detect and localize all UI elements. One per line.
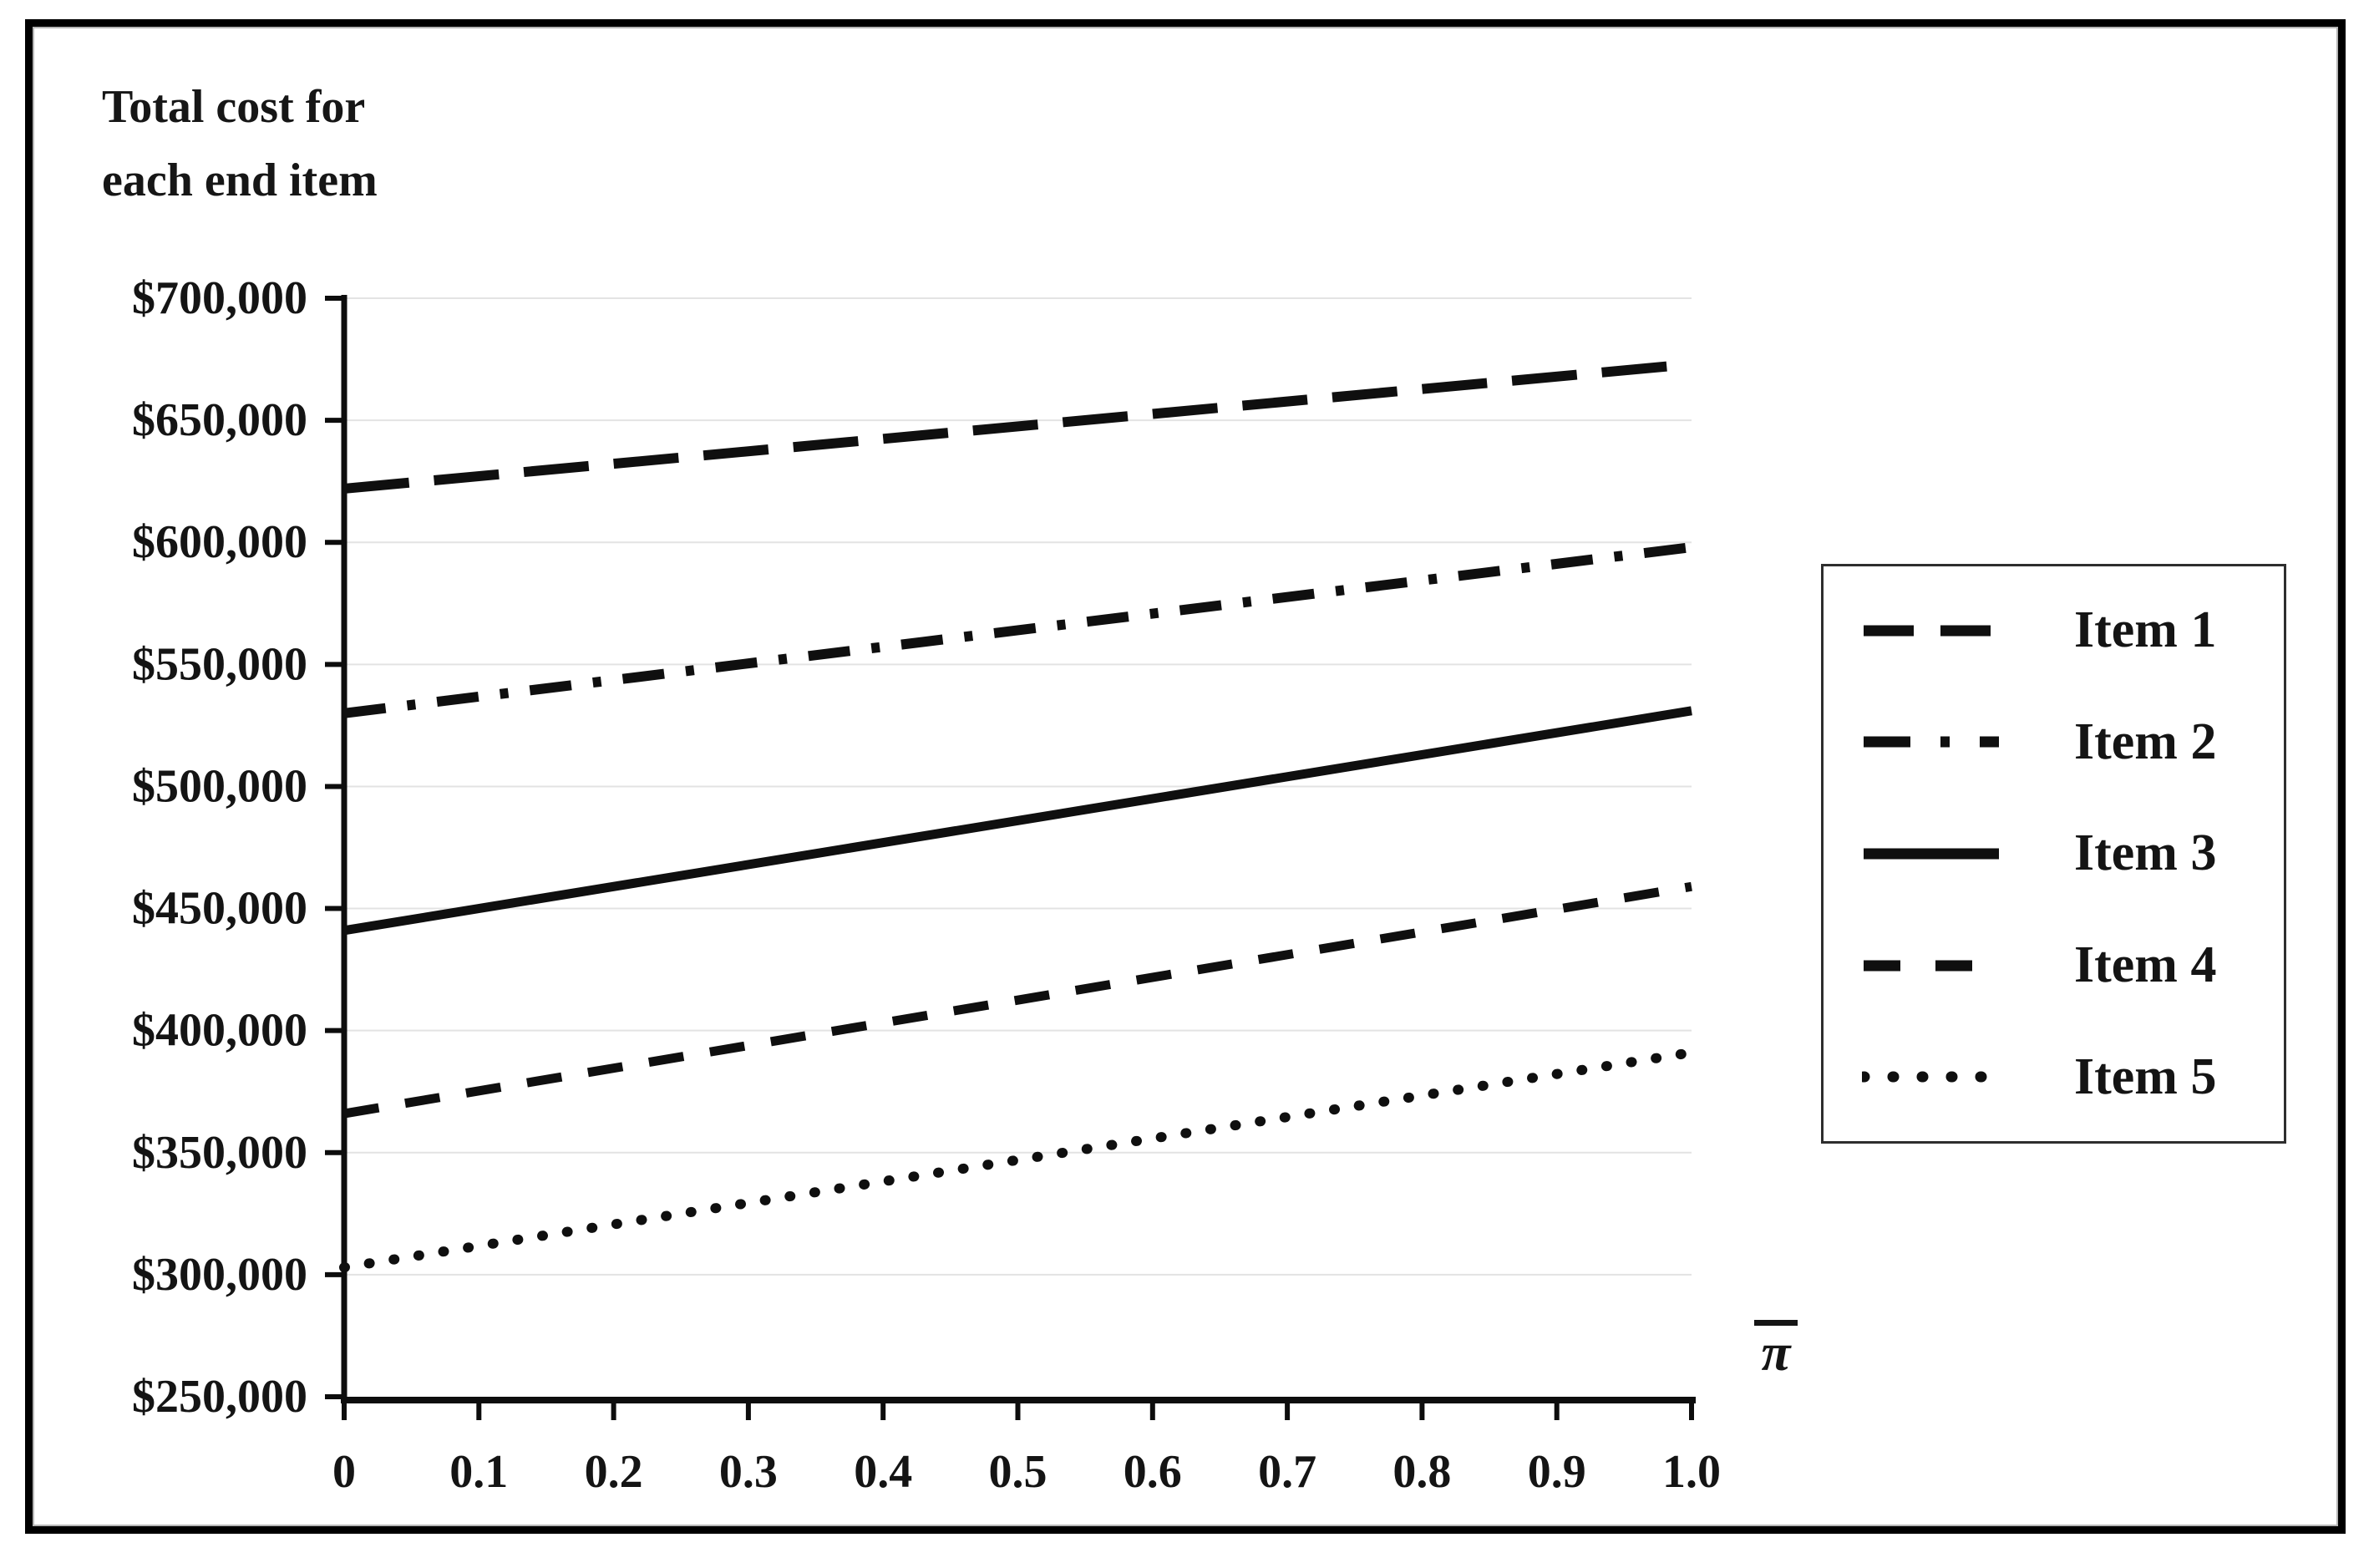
legend-item-label: Item 5 [2074,1048,2217,1105]
series-line-item-4 [343,881,1692,1119]
x-tick-label: 0.5 [989,1446,1048,1498]
legend-item-item-4: Item 4 [1824,936,2284,995]
x-tick-label: 0.9 [1528,1446,1586,1498]
series-line-item-2 [343,542,1692,718]
legend-line-sample [1864,848,1999,860]
y-tick-label: $550,000 [132,638,307,690]
legend-item-item-1: Item 1 [1824,601,2284,660]
x-tick-label: 0.6 [1124,1446,1182,1498]
legend-line-sample [1862,1071,2001,1083]
legend-item-item-3: Item 3 [1824,824,2284,883]
y-tick-label: $400,000 [132,1005,307,1057]
y-tick-label: $600,000 [132,516,307,568]
legend-item-label: Item 4 [2074,936,2217,994]
x-tick-label: 0.8 [1392,1446,1451,1498]
y-tick-label: $650,000 [132,394,307,446]
series-line-item-5 [339,1047,1697,1273]
y-tick-label: $350,000 [132,1127,307,1179]
x-axis-label-pi-bar: π [1751,1320,1801,1382]
series-line-item-3 [343,706,1692,936]
chart-title-line1: Total cost for [102,81,366,133]
x-tick-label: 0.4 [854,1446,912,1498]
x-tick-label: 0.3 [719,1446,778,1498]
x-tick-label: 0 [332,1446,356,1498]
y-tick-label: $300,000 [132,1249,307,1301]
chart-legend: Item 1 Item 2 Item 3 Item 4 Item 5 [1821,564,2286,1144]
legend-item-item-2: Item 2 [1824,713,2284,772]
legend-line-sample [1864,736,1999,748]
x-tick-label: 0.1 [449,1446,508,1498]
legend-item-item-5: Item 5 [1824,1048,2284,1107]
page-border [25,19,2346,1534]
y-tick-label: $700,000 [132,272,307,324]
x-tick-label: 1.0 [1662,1446,1721,1498]
chart-title-line2: each end item [102,155,378,206]
legend-item-label: Item 2 [2074,713,2217,770]
y-tick-label: $250,000 [132,1371,307,1423]
pi-overline [1754,1320,1798,1326]
series-line-item-1 [343,358,1692,494]
x-tick-label: 0.7 [1258,1446,1316,1498]
pi-symbol: π [1761,1322,1791,1382]
chart-title: Total cost for each end item [102,70,378,217]
y-tick-label: $500,000 [132,760,307,812]
x-tick-label: 0.2 [585,1446,643,1498]
legend-item-label: Item 3 [2074,825,2217,882]
legend-line-sample [1864,625,1999,637]
y-tick-label: $450,000 [132,883,307,935]
legend-line-sample [1864,960,1999,972]
legend-item-label: Item 1 [2074,601,2217,659]
